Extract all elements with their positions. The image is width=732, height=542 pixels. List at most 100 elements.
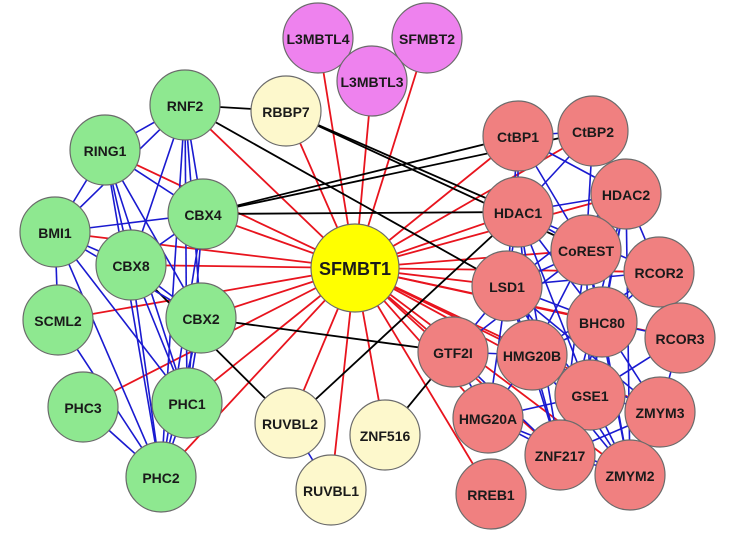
edge-cbx8-phc2 bbox=[130, 264, 162, 478]
node-circle bbox=[295, 454, 367, 526]
node-corest: CoREST bbox=[550, 214, 622, 286]
edge-ruvbl2-hdac1 bbox=[289, 211, 519, 424]
node-circle bbox=[310, 223, 400, 313]
node-label: BHC80 bbox=[579, 315, 625, 331]
edge-rnf2-lsd1 bbox=[184, 104, 508, 287]
node-circle bbox=[22, 284, 94, 356]
node-ctbp1: CtBP1 bbox=[482, 100, 554, 172]
node-label: CBX4 bbox=[184, 207, 222, 223]
node-circle bbox=[125, 441, 197, 513]
node-label: RUVBL2 bbox=[262, 416, 318, 432]
node-circle bbox=[554, 359, 626, 431]
node-circle bbox=[566, 286, 638, 358]
edge-sfmbt1-phc2 bbox=[160, 267, 356, 478]
node-circle bbox=[349, 399, 421, 471]
edge-cbx4-hdac1 bbox=[202, 211, 519, 215]
node-circle bbox=[69, 114, 141, 186]
node-label: CBX2 bbox=[182, 311, 220, 327]
node-circle bbox=[95, 229, 167, 301]
node-cbx8: CBX8 bbox=[95, 229, 167, 301]
node-circle bbox=[624, 376, 696, 448]
node-hdac1: HDAC1 bbox=[482, 176, 554, 248]
node-label: SFMBT2 bbox=[399, 31, 455, 47]
node-phc1: PHC1 bbox=[151, 367, 223, 439]
node-l3mbtl3: L3MBTL3 bbox=[336, 45, 408, 117]
node-label: L3MBTL4 bbox=[287, 31, 350, 47]
node-rbbp7: RBBP7 bbox=[250, 75, 322, 147]
node-label: PHC3 bbox=[64, 400, 102, 416]
node-circle bbox=[336, 45, 408, 117]
node-l3mbtl4: L3MBTL4 bbox=[282, 2, 354, 74]
node-circle bbox=[482, 176, 554, 248]
node-circle bbox=[250, 75, 322, 147]
node-bmi1: BMI1 bbox=[19, 196, 91, 268]
node-ring1: RING1 bbox=[69, 114, 141, 186]
node-ctbp2: CtBP2 bbox=[557, 95, 629, 167]
node-gtf2i: GTF2I bbox=[417, 316, 489, 388]
node-rreb1: RREB1 bbox=[455, 458, 527, 530]
node-label: SFMBT1 bbox=[319, 259, 391, 279]
node-circle bbox=[149, 69, 221, 141]
edge-cbx2-gtf2i bbox=[200, 317, 454, 353]
edge-bmi1-phc1 bbox=[54, 231, 188, 404]
node-bhc80: BHC80 bbox=[566, 286, 638, 358]
node-circle bbox=[496, 319, 568, 391]
node-circle bbox=[47, 371, 119, 443]
node-circle bbox=[482, 100, 554, 172]
edge-rnf2-phc1 bbox=[184, 104, 188, 404]
node-rnf2: RNF2 bbox=[149, 69, 221, 141]
node-label: PHC1 bbox=[168, 396, 206, 412]
node-label: ZNF217 bbox=[535, 448, 586, 464]
node-label: ZMYM3 bbox=[636, 405, 685, 421]
node-sfmbt2: SFMBT2 bbox=[391, 2, 463, 74]
node-circle bbox=[524, 419, 596, 491]
node-hdac2: HDAC2 bbox=[590, 158, 662, 230]
node-lsd1: LSD1 bbox=[471, 250, 543, 322]
node-hmg20b: HMG20B bbox=[496, 319, 568, 391]
node-scml2: SCML2 bbox=[22, 284, 94, 356]
node-label: HDAC1 bbox=[494, 205, 542, 221]
node-phc3: PHC3 bbox=[47, 371, 119, 443]
node-label: L3MBTL3 bbox=[341, 74, 404, 90]
edge-cbx4-ctbp1 bbox=[202, 135, 519, 215]
node-circle bbox=[165, 282, 237, 354]
node-gse1: GSE1 bbox=[554, 359, 626, 431]
node-label: HMG20B bbox=[503, 348, 561, 364]
node-circle bbox=[452, 382, 524, 454]
node-rcor3: RCOR3 bbox=[644, 302, 716, 374]
node-circle bbox=[594, 439, 666, 511]
node-circle bbox=[550, 214, 622, 286]
node-circle bbox=[623, 236, 695, 308]
edge-ring1-phc2 bbox=[104, 149, 162, 478]
node-label: RREB1 bbox=[467, 487, 515, 503]
node-ruvbl1: RUVBL1 bbox=[295, 454, 367, 526]
node-label: PHC2 bbox=[142, 470, 180, 486]
node-circle bbox=[417, 316, 489, 388]
node-sfmbt1: SFMBT1 bbox=[310, 223, 400, 313]
node-label: RBBP7 bbox=[262, 104, 310, 120]
node-label: RCOR3 bbox=[655, 331, 704, 347]
node-label: CtBP1 bbox=[497, 129, 539, 145]
edge-bmi1-phc2 bbox=[54, 231, 162, 478]
node-label: BMI1 bbox=[38, 225, 72, 241]
node-znf217: ZNF217 bbox=[524, 419, 596, 491]
node-circle bbox=[391, 2, 463, 74]
node-label: GSE1 bbox=[571, 388, 609, 404]
node-label: SCML2 bbox=[34, 313, 82, 329]
node-label: ZNF516 bbox=[360, 428, 411, 444]
node-label: RNF2 bbox=[167, 98, 204, 114]
node-circle bbox=[167, 178, 239, 250]
node-circle bbox=[19, 196, 91, 268]
edge-sfmbt1-ctbp2 bbox=[354, 130, 594, 269]
node-label: RUVBL1 bbox=[303, 483, 359, 499]
node-circle bbox=[644, 302, 716, 374]
node-circle bbox=[590, 158, 662, 230]
node-circle bbox=[455, 458, 527, 530]
node-label: CtBP2 bbox=[572, 124, 614, 140]
node-circle bbox=[151, 367, 223, 439]
node-cbx4: CBX4 bbox=[167, 178, 239, 250]
node-rcor2: RCOR2 bbox=[623, 236, 695, 308]
node-zmym2: ZMYM2 bbox=[594, 439, 666, 511]
node-label: GTF2I bbox=[433, 345, 473, 361]
